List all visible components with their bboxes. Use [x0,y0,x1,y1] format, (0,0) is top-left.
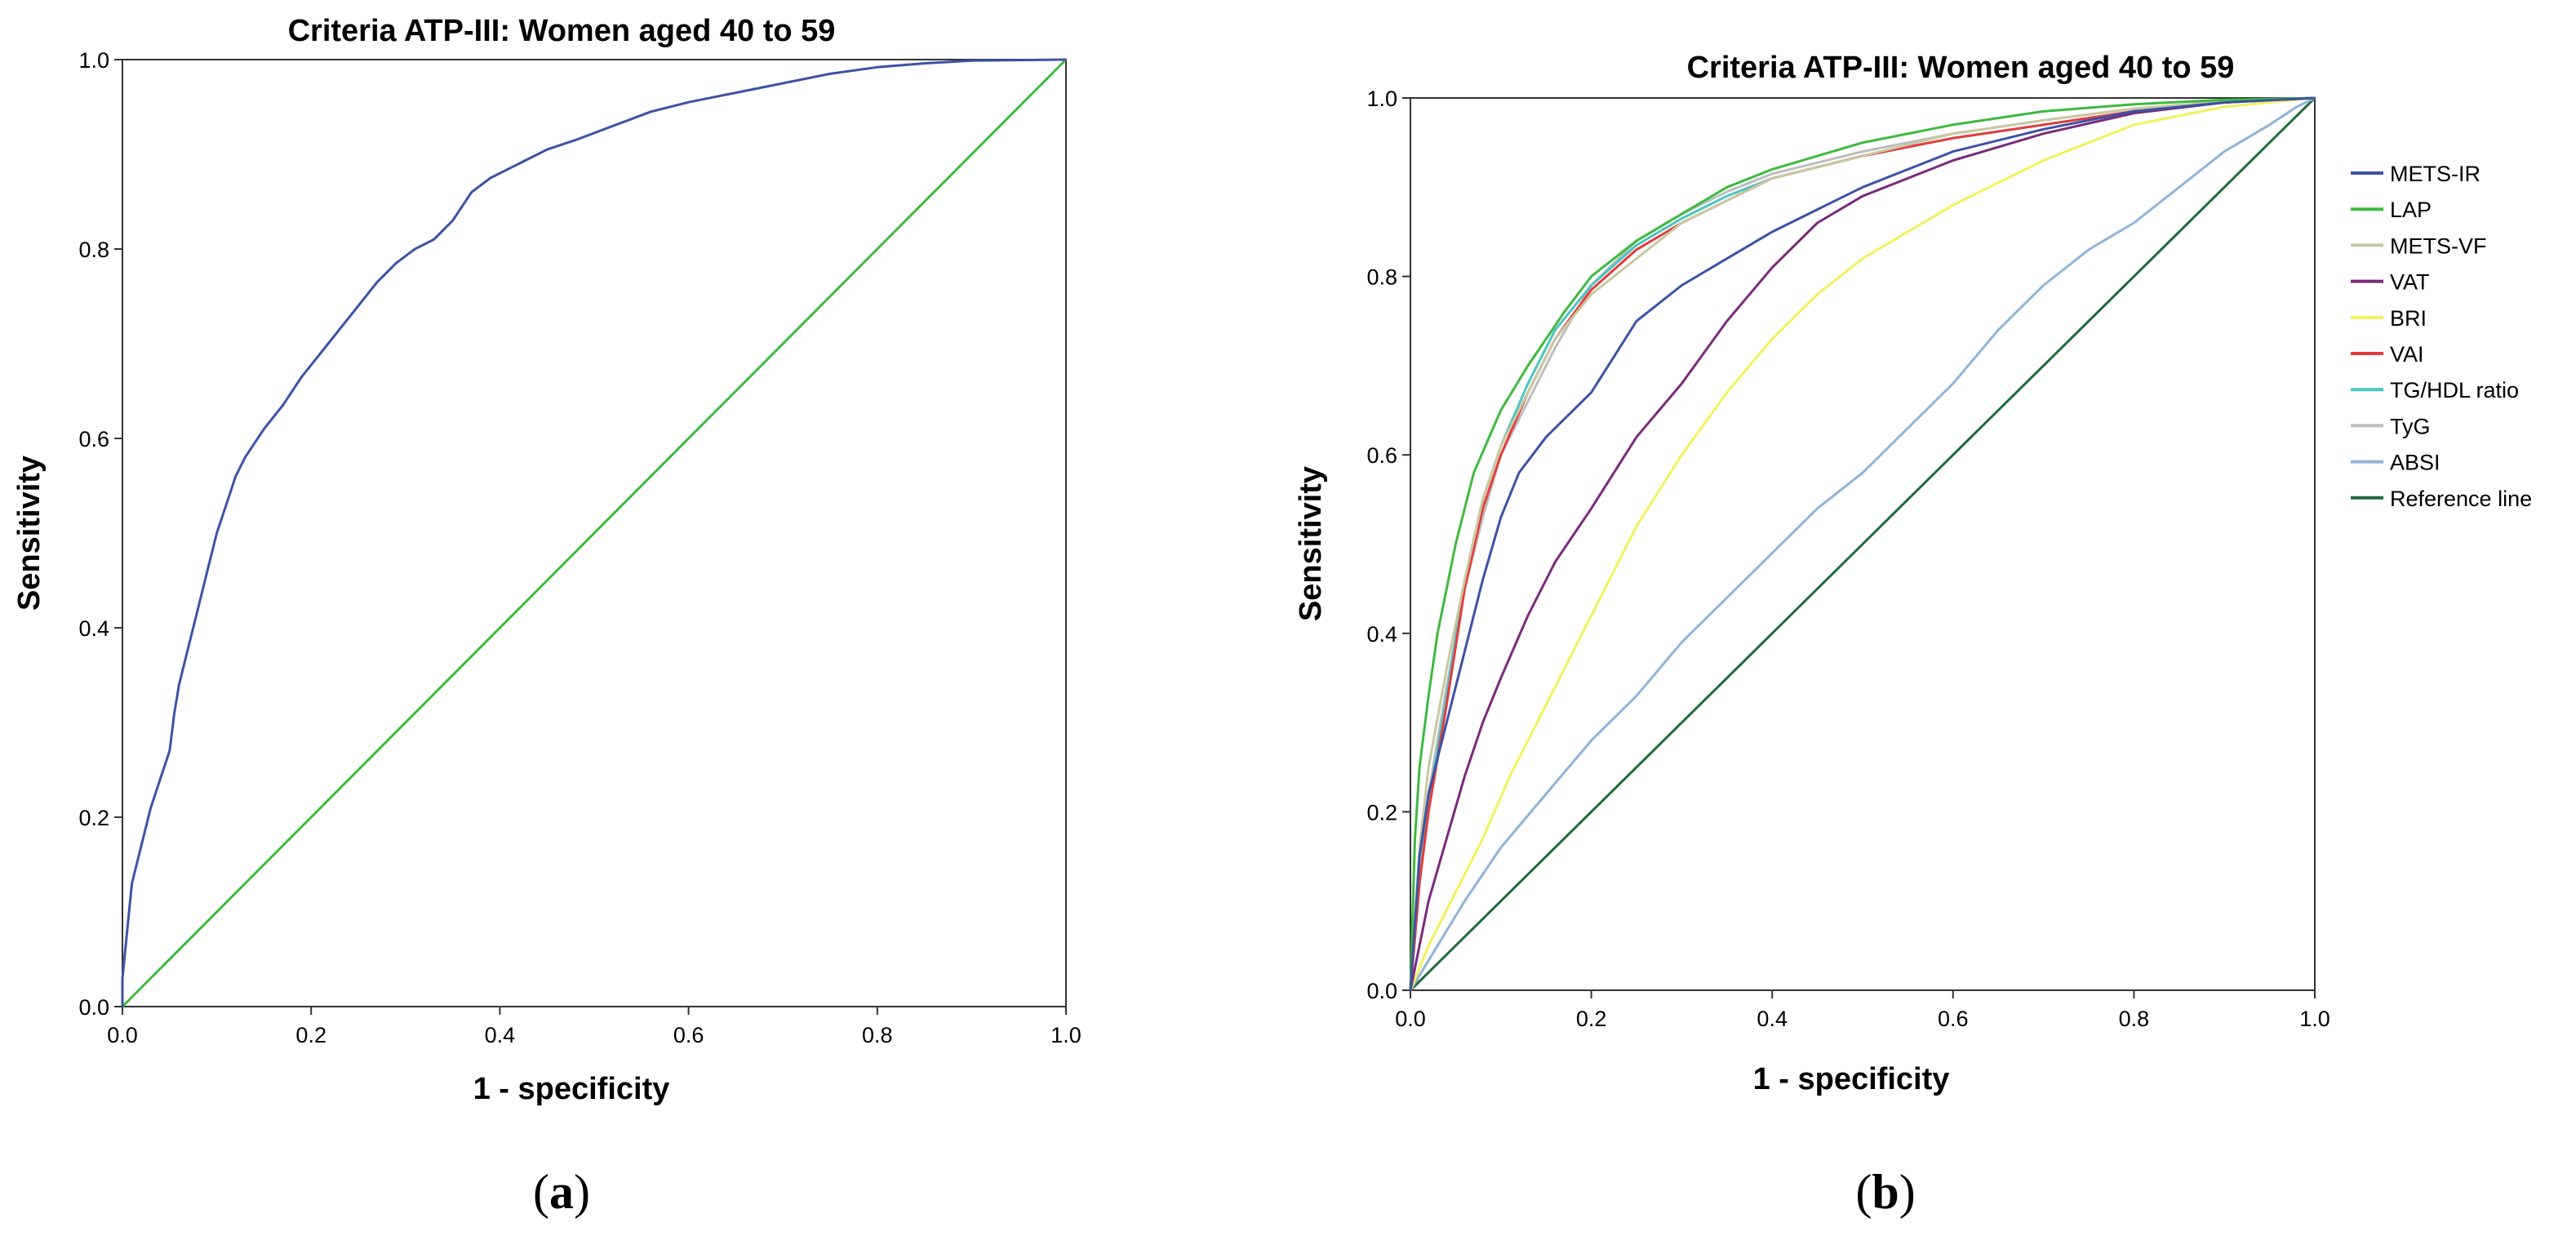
legend-label-tg-hdl-ratio: TG/HDL ratio [2390,378,2519,402]
chart-title: Criteria ATP-III: Women aged 40 to 59 [1687,51,2235,85]
x-tick-label: 0.0 [1395,1007,1426,1031]
x-tick-label: 1.0 [2299,1007,2330,1031]
legend-label-mets-ir: METS-IR [2390,162,2481,186]
legend-label-absi: ABSI [2390,451,2441,475]
x-axis-label: 1 - specificity [473,1072,670,1106]
legend-label-lap: LAP [2390,198,2432,222]
series-line-vai [1409,96,2316,991]
y-tick-label: 0.8 [78,238,109,262]
x-axis-label: 1 - specificity [1753,1062,1950,1096]
x-tick-label: 0.8 [2119,1007,2150,1031]
panel-label-close: ) [1899,1165,1916,1219]
x-tick-label: 0.8 [862,1023,893,1047]
y-tick-label: 0.2 [1366,800,1397,825]
x-tick-label: 0.2 [1576,1007,1607,1031]
series-line-vat [1409,96,2316,991]
x-tick-label: 0.4 [485,1023,516,1047]
x-tick-label: 0.0 [107,1023,138,1047]
y-tick-label: 0.0 [1366,979,1397,1003]
legend-label-vai: VAI [2390,342,2424,367]
panel-label-open: ( [1855,1165,1872,1219]
panel-label-letter: a [549,1165,574,1219]
chart-panel-a: Criteria ATP-III: Women aged 40 to 59 0.0… [12,14,1081,1219]
series-line-reference-line [1409,96,2316,992]
y-tick-label: 0.6 [1366,443,1397,468]
legend-label-tyg: TyG [2390,414,2431,438]
y-tick-label: 0.0 [78,995,109,1020]
y-tick-label: 0.8 [1366,265,1397,290]
panel-label-close: ) [574,1165,590,1219]
legend: METS-IR LAP METS-VF VAT BRI VAI TG/HDL ratio Ty… [2351,162,2532,511]
legend-label-vat: VAT [2390,270,2430,295]
panel-label-letter: b [1872,1165,1899,1219]
panel-label-open: ( [533,1165,549,1219]
y-axis-label: Sensitivity [12,456,47,611]
series-line-bri [1409,96,2316,991]
series-line-lap [1409,96,2316,991]
series-line-reference-line [121,58,1068,1008]
y-tick-label: 0.6 [78,427,109,451]
x-tick-label: 0.6 [1938,1007,1969,1031]
series-line-absi [1409,96,2316,991]
series-line-roc-curve [121,58,1067,1007]
y-tick-label: 0.4 [1366,622,1397,647]
chart-title: Criteria ATP-III: Women aged 40 to 59 [288,14,836,48]
y-tick-label: 1.0 [78,48,109,73]
y-tick-label: 0.4 [78,616,109,641]
y-tick-label: 1.0 [1366,87,1397,111]
series-line-mets-ir [1409,96,2316,991]
y-tick-label: 0.2 [78,806,109,830]
x-tick-label: 0.6 [673,1023,704,1047]
legend-label-bri: BRI [2390,306,2427,331]
chart-panel-b: Criteria ATP-III: Women aged 40 to 59 0.0… [1294,51,2532,1219]
x-tick-label: 1.0 [1050,1023,1081,1047]
legend-label-mets-vf: METS-VF [2390,233,2487,258]
x-tick-label: 0.4 [1757,1007,1788,1031]
series-line-mets-vf [1409,96,2316,991]
x-tick-label: 0.2 [295,1023,326,1047]
y-axis-label: Sensitivity [1294,466,1328,621]
panel-label: (a) [533,1165,590,1219]
legend-label-reference-line: Reference line [2390,487,2532,511]
panel-label: (b) [1855,1165,1915,1219]
